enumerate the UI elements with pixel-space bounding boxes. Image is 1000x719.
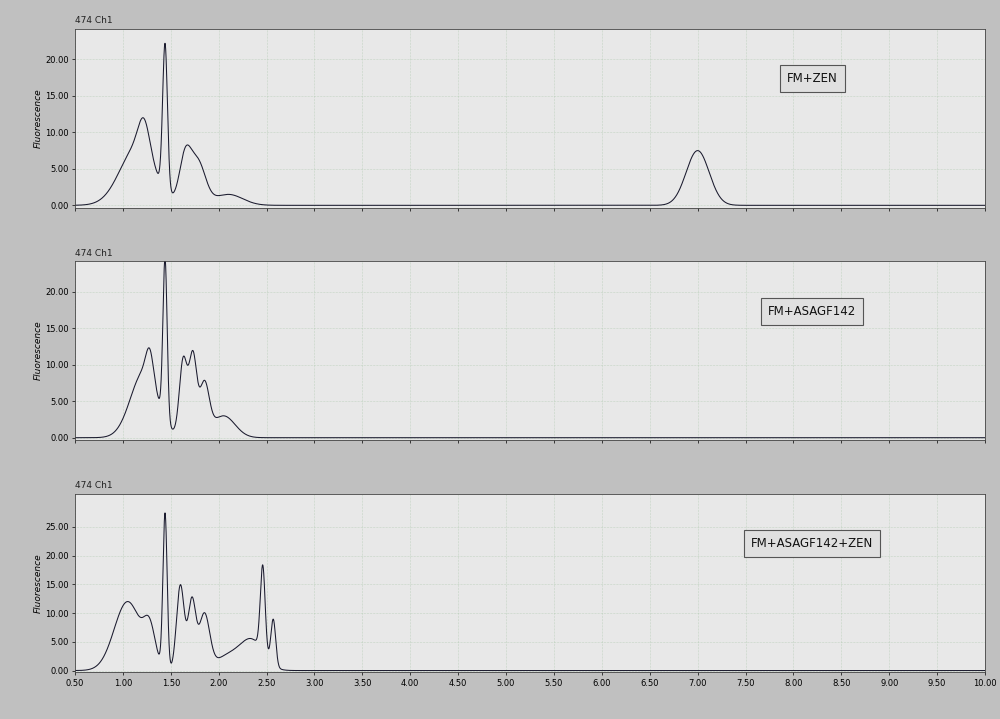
Text: 474 Ch1: 474 Ch1: [75, 249, 113, 257]
Y-axis label: Fluorescence: Fluorescence: [33, 321, 42, 380]
Text: FM+ASAGF142+ZEN: FM+ASAGF142+ZEN: [751, 537, 873, 550]
Y-axis label: Fluorescence: Fluorescence: [33, 553, 42, 613]
Y-axis label: Fluorescence: Fluorescence: [33, 88, 42, 148]
Text: 474 Ch1: 474 Ch1: [75, 481, 113, 490]
Text: FM+ASAGF142: FM+ASAGF142: [768, 305, 856, 318]
Text: FM+ZEN: FM+ZEN: [787, 73, 837, 86]
Text: 474 Ch1: 474 Ch1: [75, 17, 113, 25]
